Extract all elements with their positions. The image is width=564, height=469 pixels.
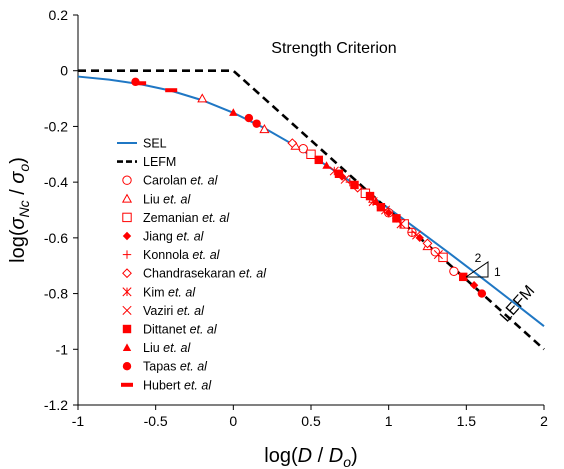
data-point bbox=[197, 93, 208, 103]
legend-marker bbox=[122, 324, 132, 334]
legend-label: Liu et. al bbox=[143, 341, 191, 355]
x-tick-label: -0.5 bbox=[144, 413, 168, 429]
legend-label: Zemanian et. al bbox=[143, 211, 230, 225]
legend-marker bbox=[122, 287, 132, 297]
legend-item: Jiang et. al bbox=[122, 230, 205, 244]
data-point bbox=[165, 88, 178, 93]
slope-run-label: 1 bbox=[494, 265, 501, 279]
data-point bbox=[322, 161, 331, 169]
legend-label: Hubert et. al bbox=[143, 378, 212, 392]
legend-item: Dittanet et. al bbox=[122, 323, 218, 337]
legend-item: Carolan et. al bbox=[122, 174, 219, 188]
data-point bbox=[134, 81, 147, 86]
x-tick-label: 1 bbox=[385, 413, 393, 429]
y-axis-title: log(σNc / σo) bbox=[7, 157, 32, 263]
legend-item: Kim et. al bbox=[122, 285, 196, 299]
y-tick-label: -1 bbox=[56, 341, 69, 357]
lefm-line-label: LEFM bbox=[497, 282, 538, 325]
x-tick-label: 1.5 bbox=[457, 413, 477, 429]
legend-item: Hubert et. al bbox=[121, 378, 212, 392]
data-point bbox=[306, 149, 316, 159]
y-tick-label: -0.8 bbox=[44, 286, 68, 302]
y-tick-label: -1.2 bbox=[44, 397, 68, 413]
data-point bbox=[459, 272, 468, 282]
legend-item: LEFM bbox=[117, 155, 176, 169]
legend-item: Zemanian et. al bbox=[122, 211, 230, 225]
y-tick-label: 0 bbox=[60, 63, 68, 79]
legend: SEL LEFM Carolan et. al Liu et. al Zemanian … bbox=[117, 137, 267, 392]
legend-marker bbox=[122, 231, 132, 241]
legend-marker bbox=[122, 250, 132, 259]
annotations: Strength Criterion LEFM 21 bbox=[271, 40, 538, 326]
legend-item: Liu et. al bbox=[122, 341, 191, 355]
data-point bbox=[392, 214, 401, 223]
legend-label: Vaziri et. al bbox=[143, 304, 205, 318]
data-point bbox=[449, 266, 459, 276]
data-point bbox=[298, 144, 308, 154]
legend-marker bbox=[122, 343, 132, 351]
axes: -1 -0.5 0 0.5 1 1.5 20.20-0.2-0.4-0.6-0.8-1-1.… bbox=[7, 7, 548, 469]
data-points bbox=[131, 77, 487, 298]
data-point bbox=[399, 219, 409, 229]
data-point bbox=[350, 180, 359, 190]
y-tick-label: 0.2 bbox=[49, 7, 69, 23]
data-point bbox=[334, 169, 344, 178]
legend-label: SEL bbox=[143, 137, 167, 151]
legend-item: SEL bbox=[117, 137, 167, 151]
data-point bbox=[314, 155, 323, 165]
data-point bbox=[376, 203, 386, 212]
legend-marker bbox=[122, 175, 132, 185]
y-tick-label: -0.4 bbox=[44, 174, 68, 190]
data-point bbox=[438, 252, 448, 263]
legend-item: Tapas et. al bbox=[122, 360, 208, 374]
legend-item: Chandrasekaran et. al bbox=[122, 267, 267, 281]
legend-label: Jiang et. al bbox=[143, 230, 205, 244]
y-tick-label: -0.6 bbox=[44, 230, 68, 246]
legend-label: Chandrasekaran et. al bbox=[143, 267, 267, 281]
x-tick-label: -1 bbox=[72, 413, 85, 429]
legend-label: Dittanet et. al bbox=[143, 323, 218, 337]
legend-label: LEFM bbox=[143, 155, 176, 169]
slope-rise-label: 2 bbox=[475, 251, 482, 265]
data-point bbox=[469, 281, 479, 290]
legend-marker bbox=[122, 212, 132, 223]
legend-label: Liu et. al bbox=[143, 192, 191, 206]
legend-marker bbox=[122, 305, 132, 315]
legend-item: Vaziri et. al bbox=[122, 304, 205, 318]
legend-label: Konnola et. al bbox=[143, 248, 221, 262]
legend-marker bbox=[121, 193, 133, 203]
data-point bbox=[372, 197, 381, 206]
legend-label: Carolan et. al bbox=[143, 174, 219, 188]
data-point bbox=[412, 230, 422, 240]
slope-triangle bbox=[465, 261, 489, 278]
data-point bbox=[287, 138, 298, 149]
y-tick-label: -0.2 bbox=[44, 118, 68, 134]
data-point bbox=[244, 113, 254, 123]
legend-label: Kim et. al bbox=[143, 285, 196, 299]
x-tick-label: 2 bbox=[540, 413, 548, 429]
legend-marker bbox=[121, 382, 133, 387]
legend-marker bbox=[122, 268, 132, 279]
data-point bbox=[252, 119, 261, 128]
strength-criterion-label: Strength Criterion bbox=[271, 40, 396, 57]
data-point bbox=[259, 123, 270, 134]
legend-item: Konnola et. al bbox=[122, 248, 221, 262]
data-point bbox=[433, 250, 443, 260]
legend-marker bbox=[122, 362, 132, 371]
legend-label: Tapas et. al bbox=[143, 360, 208, 374]
x-axis-title: log(D / Do) bbox=[264, 445, 357, 469]
data-point bbox=[365, 191, 375, 201]
x-tick-label: 0.5 bbox=[301, 413, 321, 429]
legend-item: Liu et. al bbox=[121, 192, 191, 206]
x-tick-label: 0 bbox=[229, 413, 237, 429]
data-point bbox=[407, 228, 417, 237]
data-point bbox=[229, 108, 238, 116]
data-point bbox=[477, 289, 487, 298]
data-point bbox=[422, 238, 433, 249]
